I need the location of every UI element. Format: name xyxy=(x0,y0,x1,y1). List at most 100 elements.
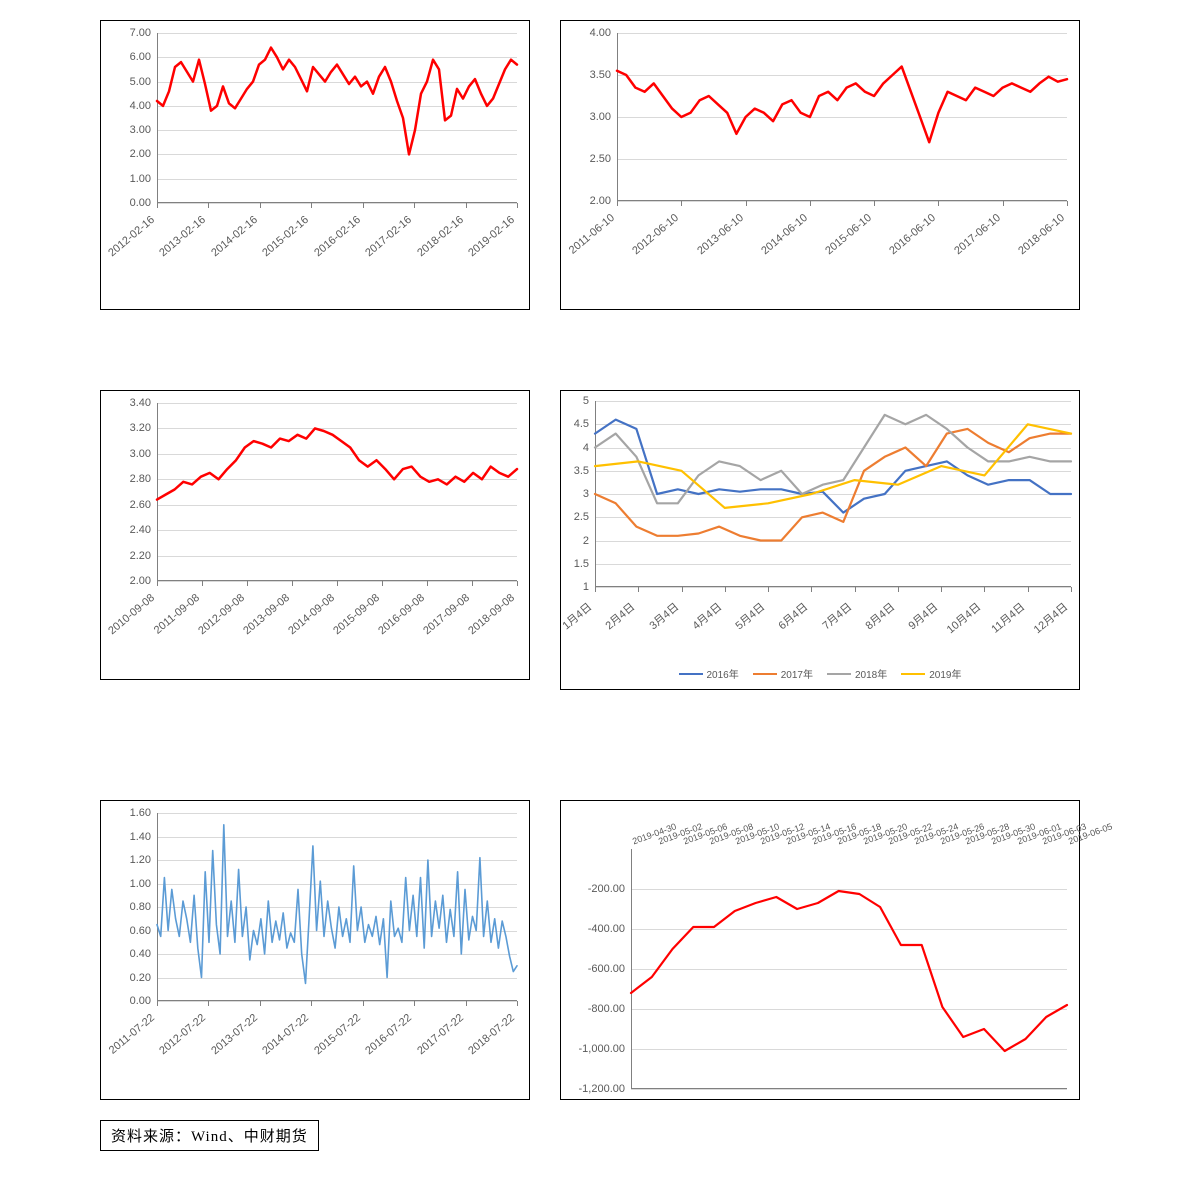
y-tick-label: 1 xyxy=(583,581,589,593)
series-1 xyxy=(595,429,1071,541)
y-tick-label: -600.00 xyxy=(588,963,625,975)
x-tick-label: 5月4日 xyxy=(732,599,769,633)
x-tick-label: 2017-06-10 xyxy=(952,212,1003,257)
legend-label: 2016年 xyxy=(707,666,739,681)
series-0 xyxy=(157,825,517,984)
legend-label: 2017年 xyxy=(781,666,813,681)
x-tick-label: 2018-07-22 xyxy=(466,1012,517,1057)
x-tick-label: 2017-09-08 xyxy=(421,592,472,637)
x-tick-label: 2013-02-16 xyxy=(158,214,209,259)
y-tick-label: 0.60 xyxy=(130,925,151,937)
legend-item: 2017年 xyxy=(753,666,813,681)
y-tick-label: 2.00 xyxy=(130,148,151,160)
y-tick-label: 0.40 xyxy=(130,948,151,960)
series-svg xyxy=(595,401,1071,587)
x-tick-label: 2011-06-10 xyxy=(567,212,617,257)
y-tick-label: 4.5 xyxy=(574,418,589,430)
y-tick-label: 2.5 xyxy=(574,511,589,523)
y-tick-label: 3.40 xyxy=(130,397,151,409)
chart-ml: 2010-09-082011-09-082012-09-082013-09-08… xyxy=(100,390,530,680)
y-tick-label: 2.60 xyxy=(130,499,151,511)
plot-area xyxy=(631,849,1067,1089)
x-tick-label: 2012-06-10 xyxy=(630,212,681,257)
series-0 xyxy=(595,420,1071,513)
legend-swatch xyxy=(827,673,851,675)
legend-swatch xyxy=(679,673,703,675)
x-tick-label: 2013-06-10 xyxy=(695,212,746,257)
plot-area xyxy=(157,813,517,1001)
y-tick-label: 3.00 xyxy=(130,124,151,136)
y-tick-label: 2.00 xyxy=(590,195,611,207)
x-tick-label: 2014-02-16 xyxy=(209,214,260,259)
y-tick-label: 0.00 xyxy=(130,995,151,1007)
y-tick-label: 1.40 xyxy=(130,831,151,843)
y-tick-label: 2.20 xyxy=(130,550,151,562)
x-tick-label: 2016-09-08 xyxy=(376,592,427,637)
legend-item: 2018年 xyxy=(827,666,887,681)
x-tick-label: 2016-07-22 xyxy=(363,1012,414,1057)
chart-bl: 2011-07-222012-07-222013-07-222014-07-22… xyxy=(100,800,530,1100)
y-tick-label: 5.00 xyxy=(130,76,151,88)
x-tick-label: 2012-09-08 xyxy=(196,592,247,637)
legend-item: 2016年 xyxy=(679,666,739,681)
x-tick-label: 2016-02-16 xyxy=(312,214,363,259)
series-svg xyxy=(157,813,517,1001)
series-0 xyxy=(617,67,1067,143)
y-tick-label: 2.80 xyxy=(130,473,151,485)
y-tick-label: 1.60 xyxy=(130,807,151,819)
x-tick-label: 2017-07-22 xyxy=(415,1012,466,1057)
y-tick-label: 2 xyxy=(583,535,589,547)
x-tick-label: 2015-06-10 xyxy=(823,212,874,257)
x-tick-label: 7月4日 xyxy=(818,599,855,633)
y-tick-label: 2.50 xyxy=(590,153,611,165)
series-svg xyxy=(157,33,517,203)
y-tick-label: 6.00 xyxy=(130,51,151,63)
y-tick-label: 2.40 xyxy=(130,524,151,536)
x-tick-label: 2019-02-16 xyxy=(466,214,517,259)
series-0 xyxy=(157,428,517,499)
x-tick-label: 2018-06-10 xyxy=(1016,212,1067,257)
chart-mr: 1月4日2月4日3月4日4月4日5月4日6月4日7月4日8月4日9月4日10月4… xyxy=(560,390,1080,690)
y-tick-label: 0.80 xyxy=(130,901,151,913)
x-tick-label: 4月4日 xyxy=(688,599,725,633)
y-tick-label: 1.00 xyxy=(130,878,151,890)
x-tick-label: 2014-07-22 xyxy=(260,1012,311,1057)
y-tick-label: -1,000.00 xyxy=(579,1043,625,1055)
y-tick-label: 1.5 xyxy=(574,558,589,570)
x-tick-label: 2011-07-22 xyxy=(107,1012,157,1057)
x-tick-label: 2017-02-16 xyxy=(363,214,414,259)
x-tick-label: 2014-06-10 xyxy=(759,212,810,257)
x-tick-label: 2011-09-08 xyxy=(152,592,202,637)
x-tick-label: 9月4日 xyxy=(905,599,942,633)
y-tick-label: 4.00 xyxy=(590,27,611,39)
y-tick-label: 7.00 xyxy=(130,27,151,39)
x-tick-label: 2013-07-22 xyxy=(209,1012,260,1057)
x-tick-label: 6月4日 xyxy=(775,599,812,633)
y-tick-label: -200.00 xyxy=(588,883,625,895)
y-tick-label: 3.00 xyxy=(590,111,611,123)
series-svg xyxy=(631,849,1067,1089)
chart-tl: 2012-02-162013-02-162014-02-162015-02-16… xyxy=(100,20,530,310)
y-tick-label: 3.50 xyxy=(590,69,611,81)
plot-area xyxy=(157,33,517,203)
series-svg xyxy=(617,33,1067,201)
y-tick-label: -400.00 xyxy=(588,923,625,935)
x-tick-label: 2010-09-08 xyxy=(106,592,157,637)
x-tick-label: 2016-06-10 xyxy=(888,212,939,257)
series-svg xyxy=(157,403,517,581)
plot-area xyxy=(595,401,1071,587)
chart-tr: 2011-06-10 2012-06-10 2013-06-10 2014-06-10… xyxy=(560,20,1080,310)
legend-swatch xyxy=(901,673,925,675)
y-tick-label: 0.20 xyxy=(130,972,151,984)
y-tick-label: 4 xyxy=(583,442,589,454)
x-tick-label: 2015-09-08 xyxy=(331,592,382,637)
y-tick-label: 1.20 xyxy=(130,854,151,866)
legend-label: 2018年 xyxy=(855,666,887,681)
y-tick-label: 4.00 xyxy=(130,100,151,112)
x-tick-label: 2012-07-22 xyxy=(158,1012,209,1057)
series-0 xyxy=(157,48,517,155)
legend-label: 2019年 xyxy=(929,666,961,681)
y-tick-label: 3.5 xyxy=(574,465,589,477)
legend-swatch xyxy=(753,673,777,675)
series-0 xyxy=(631,891,1067,1051)
